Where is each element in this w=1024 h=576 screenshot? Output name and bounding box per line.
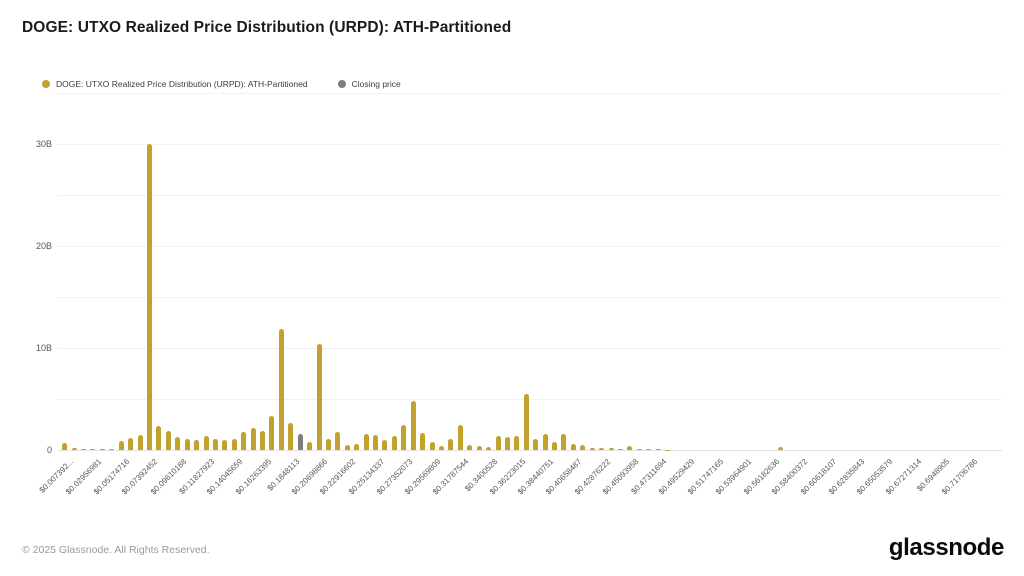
urpd-bar[interactable]	[401, 424, 407, 450]
urpd-bar[interactable]	[184, 438, 190, 450]
urpd-bar[interactable]	[570, 443, 576, 450]
urpd-bar[interactable]	[495, 435, 501, 450]
legend-label-urpd: DOGE: UTXO Realized Price Distribution (…	[56, 79, 308, 89]
urpd-bar[interactable]	[71, 447, 77, 450]
urpd-bar[interactable]	[627, 446, 633, 450]
urpd-bar[interactable]	[128, 437, 134, 450]
urpd-bar[interactable]	[514, 435, 520, 450]
urpd-bar[interactable]	[260, 430, 266, 450]
gridline-0B	[58, 450, 1002, 451]
gridline-30B	[58, 144, 1002, 145]
glassnode-logo: glassnode	[888, 534, 1005, 561]
y-axis-tick-label: 30B	[35, 139, 52, 149]
urpd-bar[interactable]	[617, 448, 623, 450]
urpd-bar[interactable]	[467, 444, 473, 450]
gridline-10B	[58, 348, 1002, 349]
urpd-bar[interactable]	[344, 444, 350, 450]
urpd-bar[interactable]	[335, 431, 341, 450]
urpd-bar[interactable]	[599, 448, 605, 450]
y-axis-tick-label: 20B	[35, 241, 52, 251]
urpd-bar[interactable]	[194, 439, 200, 450]
urpd-bar[interactable]	[175, 436, 181, 450]
urpd-bar[interactable]	[241, 431, 247, 450]
urpd-bar[interactable]	[137, 434, 143, 450]
urpd-bar[interactable]	[646, 449, 652, 450]
urpd-bar[interactable]	[278, 328, 284, 450]
urpd-bar[interactable]	[222, 439, 228, 450]
urpd-bar[interactable]	[307, 441, 313, 450]
urpd-bar[interactable]	[457, 425, 463, 450]
urpd-bar[interactable]	[382, 439, 388, 450]
gridline-25B	[58, 195, 1002, 196]
copyright-text: © 2025 Glassnode. All Rights Reserved.	[22, 544, 210, 556]
urpd-bar[interactable]	[476, 446, 482, 450]
urpd-bar[interactable]	[212, 438, 218, 450]
urpd-bar[interactable]	[269, 416, 275, 450]
urpd-bar[interactable]	[62, 442, 68, 450]
gridline-20B	[58, 246, 1002, 247]
urpd-bar[interactable]	[429, 441, 435, 450]
urpd-bar[interactable]	[608, 448, 614, 450]
urpd-bar[interactable]	[636, 448, 642, 450]
urpd-bar[interactable]	[203, 435, 209, 450]
urpd-bar[interactable]	[288, 423, 294, 450]
urpd-bar[interactable]	[81, 448, 87, 450]
urpd-bar[interactable]	[118, 440, 124, 450]
closing-price-bar[interactable]	[297, 433, 303, 450]
urpd-bar[interactable]	[250, 427, 256, 450]
urpd-bar[interactable]	[165, 430, 171, 450]
legend-item-closing-price[interactable]: Closing price	[337, 79, 401, 89]
urpd-bar[interactable]	[90, 448, 96, 450]
urpd-bar[interactable]	[146, 144, 152, 450]
urpd-bar[interactable]	[655, 449, 661, 450]
legend-label-closing-price: Closing price	[351, 79, 401, 89]
urpd-bar[interactable]	[231, 438, 237, 450]
gridline-15B	[58, 297, 1002, 298]
urpd-bar[interactable]	[373, 434, 379, 450]
urpd-series-dot-icon	[42, 80, 50, 88]
urpd-bar[interactable]	[580, 444, 586, 450]
urpd-bar[interactable]	[354, 443, 360, 450]
closing-price-series-dot-icon	[337, 80, 346, 88]
urpd-bar[interactable]	[589, 447, 595, 450]
urpd-bar[interactable]	[439, 445, 444, 450]
urpd-bar[interactable]	[552, 441, 558, 450]
legend: DOGE: UTXO Realized Price Distribution (…	[42, 79, 401, 89]
urpd-bar[interactable]	[316, 343, 322, 450]
legend-item-urpd[interactable]: DOGE: UTXO Realized Price Distribution (…	[42, 79, 308, 89]
urpd-bar[interactable]	[561, 433, 567, 450]
urpd-bar[interactable]	[391, 435, 397, 450]
urpd-bar[interactable]	[420, 432, 426, 450]
urpd-bar[interactable]	[448, 439, 454, 450]
urpd-bar[interactable]	[156, 425, 162, 450]
urpd-bar[interactable]	[109, 448, 115, 450]
urpd-bar[interactable]	[523, 393, 529, 450]
y-axis-tick-label: 0	[46, 445, 52, 455]
urpd-bar[interactable]	[778, 447, 784, 450]
urpd-bar[interactable]	[325, 438, 331, 450]
urpd-bar[interactable]	[410, 401, 416, 450]
page-title: DOGE: UTXO Realized Price Distribution (…	[22, 19, 512, 36]
gridline-5B	[58, 399, 1002, 400]
urpd-bar[interactable]	[486, 446, 492, 450]
urpd-bar[interactable]	[533, 439, 539, 450]
urpd-bar[interactable]	[504, 437, 510, 450]
urpd-bar[interactable]	[99, 448, 105, 450]
urpd-bar[interactable]	[542, 433, 548, 450]
y-axis-tick-label: 10B	[35, 343, 52, 353]
urpd-bar[interactable]	[363, 433, 369, 450]
gridline-35B	[58, 93, 1002, 94]
